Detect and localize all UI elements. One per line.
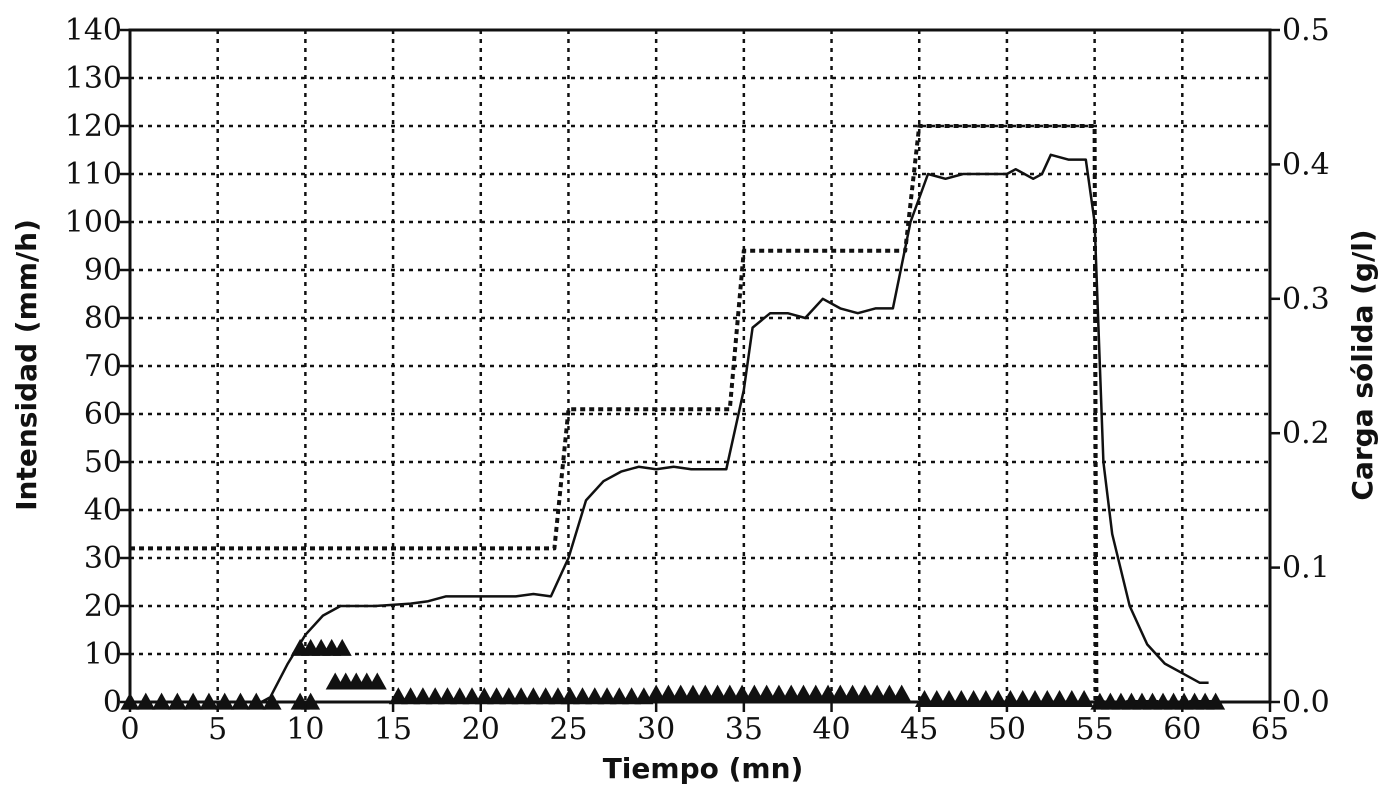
y-axis-right-title: Carga sólida (g/l) xyxy=(1346,229,1379,500)
triangle-marker xyxy=(793,684,813,702)
x-tick-label: 55 xyxy=(1076,712,1114,747)
plot-frame xyxy=(128,28,1272,704)
triangle-marker xyxy=(332,638,352,656)
triangle-marker xyxy=(806,684,826,702)
triangle-marker xyxy=(622,687,642,705)
triangle-marker xyxy=(1074,689,1094,707)
triangle-marker xyxy=(818,684,838,702)
triangle-marker xyxy=(511,687,531,705)
triangle-marker xyxy=(523,687,543,705)
x-axis-title: Tiempo (mn) xyxy=(603,752,804,785)
triangle-marker xyxy=(367,672,387,690)
series-line-solid xyxy=(130,153,1209,704)
triangle-marker xyxy=(732,684,752,702)
x-tick-label: 45 xyxy=(900,712,938,747)
y-axis-left-title: Intensidad (mm/h) xyxy=(10,219,43,511)
y-left-tick-label: 90 xyxy=(84,253,122,288)
y-right-tick-label: 0.1 xyxy=(1282,551,1330,586)
triangle-marker xyxy=(855,684,875,702)
triangle-marker xyxy=(388,687,408,705)
x-tick-label: 10 xyxy=(286,712,324,747)
x-tick-label: 65 xyxy=(1251,712,1289,747)
triangle-marker xyxy=(487,687,507,705)
triangle-marker xyxy=(536,687,556,705)
triangle-marker xyxy=(671,684,691,702)
y-right-tick-label: 0.3 xyxy=(1282,282,1330,317)
x-tick-label: 20 xyxy=(462,712,500,747)
triangle-marker xyxy=(462,687,482,705)
x-tick-label: 30 xyxy=(637,712,675,747)
triangle-marker xyxy=(892,684,912,702)
y-left-tick-label: 100 xyxy=(65,205,122,240)
y-left-tick-label: 110 xyxy=(65,157,122,192)
y-left-tick-label: 70 xyxy=(84,349,122,384)
triangle-marker xyxy=(695,684,715,702)
triangle-marker xyxy=(437,687,457,705)
triangle-marker xyxy=(843,684,863,702)
x-tick-label: 0 xyxy=(120,712,139,747)
triangle-marker xyxy=(572,687,592,705)
y-left-tick-label: 40 xyxy=(84,493,122,528)
triangle-marker xyxy=(560,687,580,705)
y-right-tick-label: 0.0 xyxy=(1282,685,1330,720)
triangle-marker xyxy=(744,684,764,702)
y-right-tick-label: 0.5 xyxy=(1282,13,1330,48)
x-tick-label: 15 xyxy=(374,712,412,747)
y-left-tick-label: 10 xyxy=(84,637,122,672)
triangle-marker xyxy=(830,684,850,702)
triangle-marker xyxy=(879,684,899,702)
triangle-marker xyxy=(548,687,568,705)
triangle-marker xyxy=(474,687,494,705)
y-left-tick-label: 20 xyxy=(84,589,122,624)
y-left-tick-label: 0 xyxy=(103,685,122,720)
triangle-marker xyxy=(413,687,433,705)
series-layer xyxy=(120,124,1226,710)
y-left-tick-label: 130 xyxy=(65,61,122,96)
triangle-marker xyxy=(757,684,777,702)
y-left-tick-label: 30 xyxy=(84,541,122,576)
x-tick-label: 40 xyxy=(812,712,850,747)
triangle-marker xyxy=(609,687,629,705)
triangle-marker xyxy=(658,684,678,702)
x-tick-label: 50 xyxy=(988,712,1026,747)
axes xyxy=(120,28,1280,712)
triangle-marker xyxy=(683,684,703,702)
triangle-marker xyxy=(585,687,605,705)
triangle-marker xyxy=(769,684,789,702)
y-right-tick-label: 0.2 xyxy=(1282,416,1330,451)
triangle-marker xyxy=(425,687,445,705)
triangle-marker xyxy=(450,687,470,705)
y-left-tick-label: 80 xyxy=(84,301,122,336)
y-right-tick-label: 0.4 xyxy=(1282,147,1330,182)
triangle-marker xyxy=(708,684,728,702)
triangle-marker xyxy=(597,687,617,705)
triangle-marker xyxy=(781,684,801,702)
series-line-dashed xyxy=(130,124,1218,704)
y-left-tick-label: 120 xyxy=(65,109,122,144)
tick-labels: 0 5 10 15 20 25 30 35 40 45 50 55 60 65 0 10 20 30 40 50 60 7… xyxy=(65,13,1330,747)
triangle-marker xyxy=(720,684,740,702)
y-left-tick-label: 140 xyxy=(65,13,122,48)
x-tick-label: 60 xyxy=(1163,712,1201,747)
y-left-tick-label: 50 xyxy=(84,445,122,480)
y-left-tick-label: 60 xyxy=(84,397,122,432)
x-tick-label: 25 xyxy=(549,712,587,747)
triangle-marker xyxy=(867,684,887,702)
x-tick-label: 35 xyxy=(725,712,763,747)
triangle-marker xyxy=(646,684,666,702)
triangle-marker xyxy=(401,687,421,705)
triangle-marker xyxy=(499,687,519,705)
x-tick-label: 5 xyxy=(208,712,227,747)
